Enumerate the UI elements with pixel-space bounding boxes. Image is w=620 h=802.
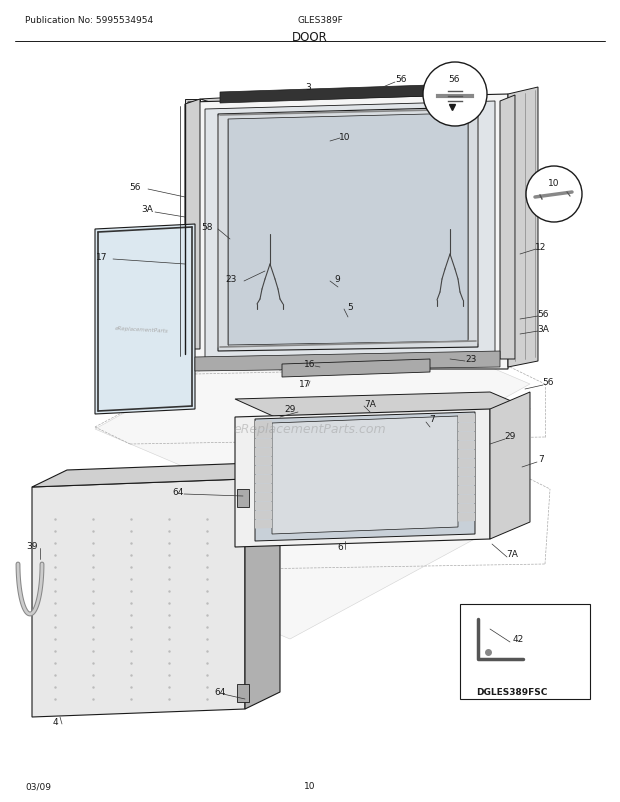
Text: 3A: 3A [141, 205, 153, 214]
Polygon shape [255, 484, 272, 493]
Text: 56: 56 [538, 310, 549, 319]
Polygon shape [458, 477, 475, 486]
Text: 03/09: 03/09 [25, 781, 51, 791]
Text: eReplacementParts.com: eReplacementParts.com [234, 423, 386, 436]
Polygon shape [255, 475, 272, 484]
Text: 7: 7 [538, 455, 544, 464]
Polygon shape [458, 450, 475, 459]
Polygon shape [255, 430, 272, 439]
Text: 29: 29 [504, 432, 516, 441]
Text: 58: 58 [202, 223, 213, 233]
Text: 64: 64 [215, 687, 226, 697]
Polygon shape [255, 439, 272, 448]
Polygon shape [458, 441, 475, 450]
Text: 23: 23 [225, 275, 237, 284]
Text: 7A: 7A [364, 400, 376, 409]
Bar [237, 489, 249, 508]
Text: 4: 4 [52, 718, 58, 727]
Polygon shape [255, 493, 272, 502]
Polygon shape [200, 90, 440, 115]
Polygon shape [255, 511, 272, 520]
Polygon shape [32, 480, 245, 717]
Polygon shape [458, 432, 475, 441]
Polygon shape [500, 96, 515, 359]
Text: 42: 42 [512, 634, 524, 644]
Polygon shape [255, 466, 272, 475]
Polygon shape [282, 359, 430, 378]
Polygon shape [218, 107, 478, 351]
Polygon shape [458, 486, 475, 495]
Circle shape [423, 63, 487, 127]
Circle shape [526, 167, 582, 223]
Polygon shape [255, 412, 475, 541]
Text: 56: 56 [129, 184, 141, 192]
Text: 6: 6 [337, 543, 343, 552]
Polygon shape [95, 300, 530, 514]
Polygon shape [188, 95, 508, 370]
Text: 9: 9 [334, 275, 340, 284]
Text: 10: 10 [339, 132, 351, 141]
Polygon shape [255, 502, 272, 511]
Polygon shape [100, 429, 530, 639]
Text: DOOR: DOOR [292, 31, 328, 44]
Text: 5: 5 [347, 303, 353, 312]
Text: 3A: 3A [537, 325, 549, 334]
Text: 39: 39 [26, 542, 38, 551]
Text: 10: 10 [304, 781, 316, 791]
Polygon shape [185, 100, 200, 350]
Text: Publication No: 5995534954: Publication No: 5995534954 [25, 16, 153, 25]
Polygon shape [245, 463, 280, 709]
Text: 56: 56 [448, 75, 459, 84]
Polygon shape [500, 100, 515, 359]
Text: 56: 56 [542, 378, 554, 387]
Text: 17: 17 [96, 253, 108, 262]
Bar [460, 604, 590, 699]
Text: 17: 17 [299, 380, 311, 389]
Polygon shape [255, 448, 272, 457]
Text: 3: 3 [305, 83, 311, 92]
Polygon shape [95, 225, 195, 415]
Text: eReplacementParts: eReplacementParts [115, 326, 169, 334]
Polygon shape [255, 520, 272, 529]
Text: DGLES389FSC: DGLES389FSC [476, 687, 547, 697]
Polygon shape [255, 421, 272, 430]
Polygon shape [508, 88, 538, 367]
Polygon shape [458, 504, 475, 512]
Polygon shape [205, 102, 495, 359]
Text: 64: 64 [172, 488, 184, 497]
Polygon shape [458, 512, 475, 522]
Text: 12: 12 [535, 243, 547, 252]
Polygon shape [458, 495, 475, 504]
Polygon shape [458, 459, 475, 468]
Text: GLES389F: GLES389F [297, 16, 343, 25]
Polygon shape [220, 86, 430, 104]
Text: 29: 29 [285, 405, 296, 414]
Polygon shape [195, 351, 500, 371]
Text: 7A: 7A [506, 550, 518, 559]
Polygon shape [490, 392, 530, 539]
Text: 16: 16 [304, 360, 316, 369]
Polygon shape [228, 114, 468, 346]
Text: 7: 7 [429, 415, 435, 424]
Polygon shape [235, 410, 490, 547]
Polygon shape [255, 457, 272, 466]
Bar [237, 684, 249, 702]
Polygon shape [272, 416, 458, 534]
Polygon shape [458, 423, 475, 432]
Polygon shape [458, 468, 475, 477]
Polygon shape [32, 463, 280, 488]
Text: 56: 56 [396, 75, 407, 84]
Text: 23: 23 [466, 355, 477, 364]
Polygon shape [185, 100, 200, 350]
Polygon shape [235, 392, 530, 418]
Text: 10: 10 [548, 178, 559, 187]
Polygon shape [458, 414, 475, 423]
